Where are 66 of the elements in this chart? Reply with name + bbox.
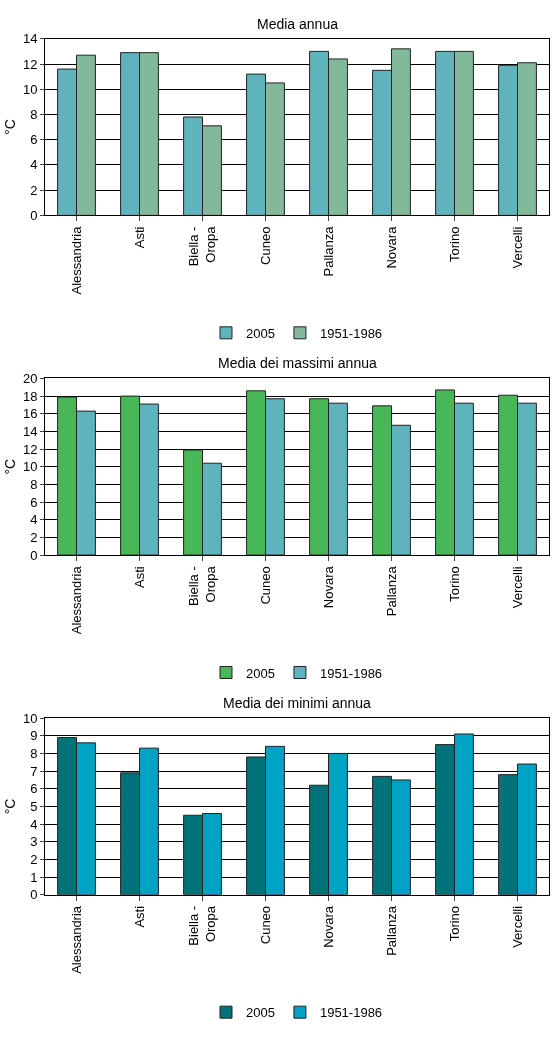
y-tick-label: 4	[30, 157, 38, 173]
x-tick-label: Cuneo	[257, 905, 273, 945]
legend-label: 2005	[246, 1005, 275, 1021]
y-tick-label: 10	[22, 81, 38, 97]
y-tick-label: 14	[22, 31, 38, 47]
y-tick-label: 2	[30, 529, 38, 545]
y-tick-label: 6	[30, 494, 38, 510]
x-tick-label: Vercelli	[509, 226, 525, 269]
x-tick-label: Alessandria	[68, 225, 84, 295]
x-tick-label: Pallanza	[320, 225, 336, 277]
legend-label: 2005	[246, 325, 275, 341]
y-tick-label: 8	[30, 476, 38, 492]
legend-label: 1951-1986	[319, 665, 383, 681]
x-tick-label: Pallanza	[383, 905, 399, 956]
y-tick-label: 6	[30, 781, 38, 797]
y-tick-label: 0	[30, 547, 38, 563]
y-tick-label: 12	[22, 441, 38, 457]
legend-label: 1951-1986	[319, 1005, 383, 1021]
y-tick-label: 5	[30, 798, 38, 814]
x-tick-label: Biella - Oropa	[186, 225, 219, 267]
y-axis-title: °C	[1, 458, 18, 475]
x-tick-label: Novara	[383, 225, 399, 269]
x-tick-label: Torino	[446, 905, 462, 942]
x-tick-label: Asti	[131, 566, 147, 588]
x-tick-label: Alessandria	[68, 565, 84, 635]
x-tick-label: Vercelli	[509, 905, 525, 948]
y-tick-label: 18	[22, 388, 38, 404]
y-tick-label: 7	[30, 763, 38, 779]
chart-title: Media dei minimi annua	[223, 695, 372, 711]
x-tick-label: Cuneo	[257, 566, 273, 605]
y-tick-label: 2	[30, 182, 38, 198]
x-tick-label: Vercelli	[509, 566, 525, 609]
x-tick-label: Biella - Oropa	[186, 905, 219, 946]
y-axis-title: °C	[1, 798, 18, 815]
y-tick-label: 20	[22, 370, 38, 386]
y-tick-label: 10	[22, 459, 38, 475]
x-tick-label: Cuneo	[257, 226, 273, 265]
y-tick-label: 12	[22, 56, 38, 72]
legend-label: 2005	[246, 665, 275, 681]
x-tick-label: Novara	[320, 565, 336, 609]
y-tick-label: 3	[30, 834, 38, 850]
x-tick-label: Biella - Oropa	[186, 565, 219, 607]
y-tick-label: 6	[30, 132, 38, 148]
y-axis-title: °C	[1, 119, 18, 135]
legend-label: 1951-1986	[319, 325, 383, 341]
x-tick-label: Alessandria	[68, 905, 84, 974]
x-tick-label: Asti	[131, 226, 147, 249]
y-tick-label: 8	[30, 745, 38, 761]
x-tick-label: Torino	[446, 566, 462, 602]
y-tick-label: 4	[30, 816, 38, 832]
y-tick-label: 8	[30, 107, 38, 123]
y-tick-label: 0	[30, 887, 38, 903]
y-tick-label: 9	[30, 728, 38, 744]
chart-title: Media annua	[257, 16, 339, 32]
x-tick-label: Novara	[320, 905, 336, 948]
y-tick-label: 2	[30, 851, 38, 867]
chart-title: Media dei massimi annua	[218, 355, 377, 371]
y-tick-label: 14	[22, 423, 38, 439]
x-tick-label: Pallanza	[383, 565, 399, 617]
y-tick-label: 0	[30, 207, 38, 223]
x-tick-label: Torino	[446, 226, 462, 263]
x-tick-label: Asti	[131, 905, 147, 928]
y-tick-label: 16	[22, 406, 38, 422]
y-tick-label: 1	[30, 869, 38, 885]
y-tick-label: 10	[22, 710, 38, 726]
y-tick-label: 4	[30, 512, 38, 528]
